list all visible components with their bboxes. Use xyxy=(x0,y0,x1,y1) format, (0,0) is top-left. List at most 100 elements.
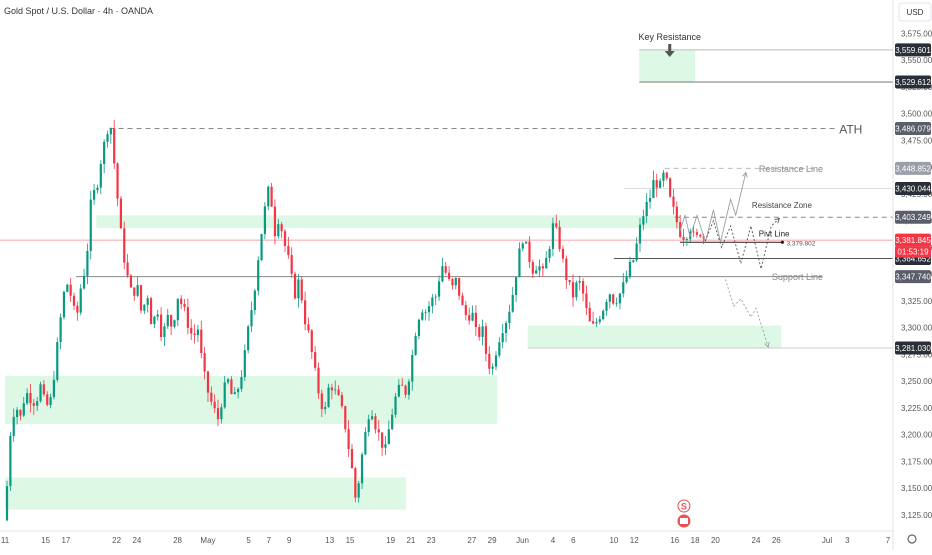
candle-body xyxy=(360,454,364,484)
candle-body xyxy=(79,288,82,313)
candle-body xyxy=(320,393,323,410)
candle-body xyxy=(511,294,514,312)
candle-body xyxy=(196,329,200,336)
dividend-icon xyxy=(677,499,691,513)
candle-body xyxy=(588,307,591,322)
candle-body xyxy=(481,326,484,337)
x-tick-label: 21 xyxy=(406,536,415,545)
candle-body xyxy=(484,326,488,354)
candle-body xyxy=(575,282,578,298)
candle-body xyxy=(273,206,277,237)
candle-body xyxy=(605,301,608,311)
price-label-3559-bg xyxy=(895,43,931,57)
candle-body xyxy=(461,295,464,306)
candle-body xyxy=(652,179,655,199)
candle-body xyxy=(203,353,206,372)
x-tick-label: 9 xyxy=(287,536,292,545)
candle-body xyxy=(682,236,685,240)
candle-body xyxy=(180,298,183,305)
candle-body xyxy=(170,315,173,327)
candle-body xyxy=(283,231,287,247)
candle-body xyxy=(448,272,451,279)
currency-label: USD xyxy=(907,8,924,17)
candle-body xyxy=(494,355,498,367)
x-tick-label: 17 xyxy=(61,536,70,545)
candle-body xyxy=(223,382,226,408)
candle-body xyxy=(206,371,210,393)
support-line-label: Support Line xyxy=(772,272,823,282)
candle-body xyxy=(103,141,106,164)
candle-body xyxy=(26,393,29,404)
candle-body xyxy=(437,281,441,297)
candle-body xyxy=(149,298,153,325)
y-tick-label: 3,200.000 xyxy=(901,431,932,440)
resistance-zone-label: Resistance Zone xyxy=(752,201,813,210)
candle-body xyxy=(280,224,283,232)
x-tick-label: 22 xyxy=(112,536,121,545)
candle-body xyxy=(454,277,457,286)
candle-body xyxy=(531,262,534,274)
candle-body xyxy=(354,468,357,498)
candle-body xyxy=(471,312,474,321)
candle-body xyxy=(458,277,461,296)
candle-body xyxy=(213,401,216,409)
x-tick-label: 19 xyxy=(386,536,395,545)
candle-body xyxy=(394,396,397,415)
candle-body xyxy=(66,284,69,292)
candle-body xyxy=(72,295,76,306)
candle-body xyxy=(12,416,15,437)
candle-body xyxy=(166,315,169,327)
candle-body xyxy=(56,342,59,380)
x-tick-label: 5 xyxy=(246,536,251,545)
candle-body xyxy=(518,248,521,278)
candle-body xyxy=(86,251,89,276)
candle-body xyxy=(32,403,35,406)
candle-body xyxy=(508,311,511,323)
candle-body xyxy=(15,409,19,417)
candle-body xyxy=(414,335,417,355)
candle-body xyxy=(340,395,344,407)
candle-body xyxy=(669,178,672,197)
y-tick-label: 3,250.000 xyxy=(901,377,932,386)
demand-zone xyxy=(527,325,782,349)
candle-body xyxy=(648,198,652,202)
settings-gear-icon xyxy=(907,534,917,544)
demand-zone xyxy=(96,215,680,229)
candle-body xyxy=(36,401,39,406)
candle-body xyxy=(474,312,477,328)
candle-body xyxy=(441,266,444,282)
key-resistance-arrow-shaft xyxy=(668,44,672,52)
candle-body xyxy=(632,260,635,262)
candle-body xyxy=(585,293,588,308)
candle-body xyxy=(551,223,555,249)
candle-body xyxy=(126,262,129,276)
flag-icon-stripe xyxy=(679,518,688,524)
candle-body xyxy=(193,333,196,336)
candle-body xyxy=(662,172,665,181)
price-label-3448-bg xyxy=(895,161,931,175)
price-label-3559: 3,559.601 xyxy=(895,46,931,55)
candle-body xyxy=(468,315,471,321)
demand-zone xyxy=(5,375,498,424)
candle-body xyxy=(655,179,658,188)
candle-body xyxy=(525,241,528,244)
projection-main-path xyxy=(704,218,780,269)
price-label-3364: 3,364.652 xyxy=(895,254,931,263)
price-label-3403-bg xyxy=(895,210,931,224)
candle-body xyxy=(427,306,431,313)
candle-body xyxy=(404,385,407,395)
candle-body xyxy=(270,186,273,207)
candle-body xyxy=(397,384,400,397)
price-label-3430-bg xyxy=(895,182,931,196)
price-label-3381-bg xyxy=(895,233,931,247)
y-tick-label: 3,150.000 xyxy=(901,484,932,493)
candle-body xyxy=(602,310,605,320)
candle-body xyxy=(69,284,72,296)
y-tick-label: 3,225.000 xyxy=(901,404,932,413)
countdown-bg xyxy=(895,246,931,258)
x-tick-label: 15 xyxy=(346,536,355,545)
projection-down-path-arrowhead xyxy=(764,341,770,348)
